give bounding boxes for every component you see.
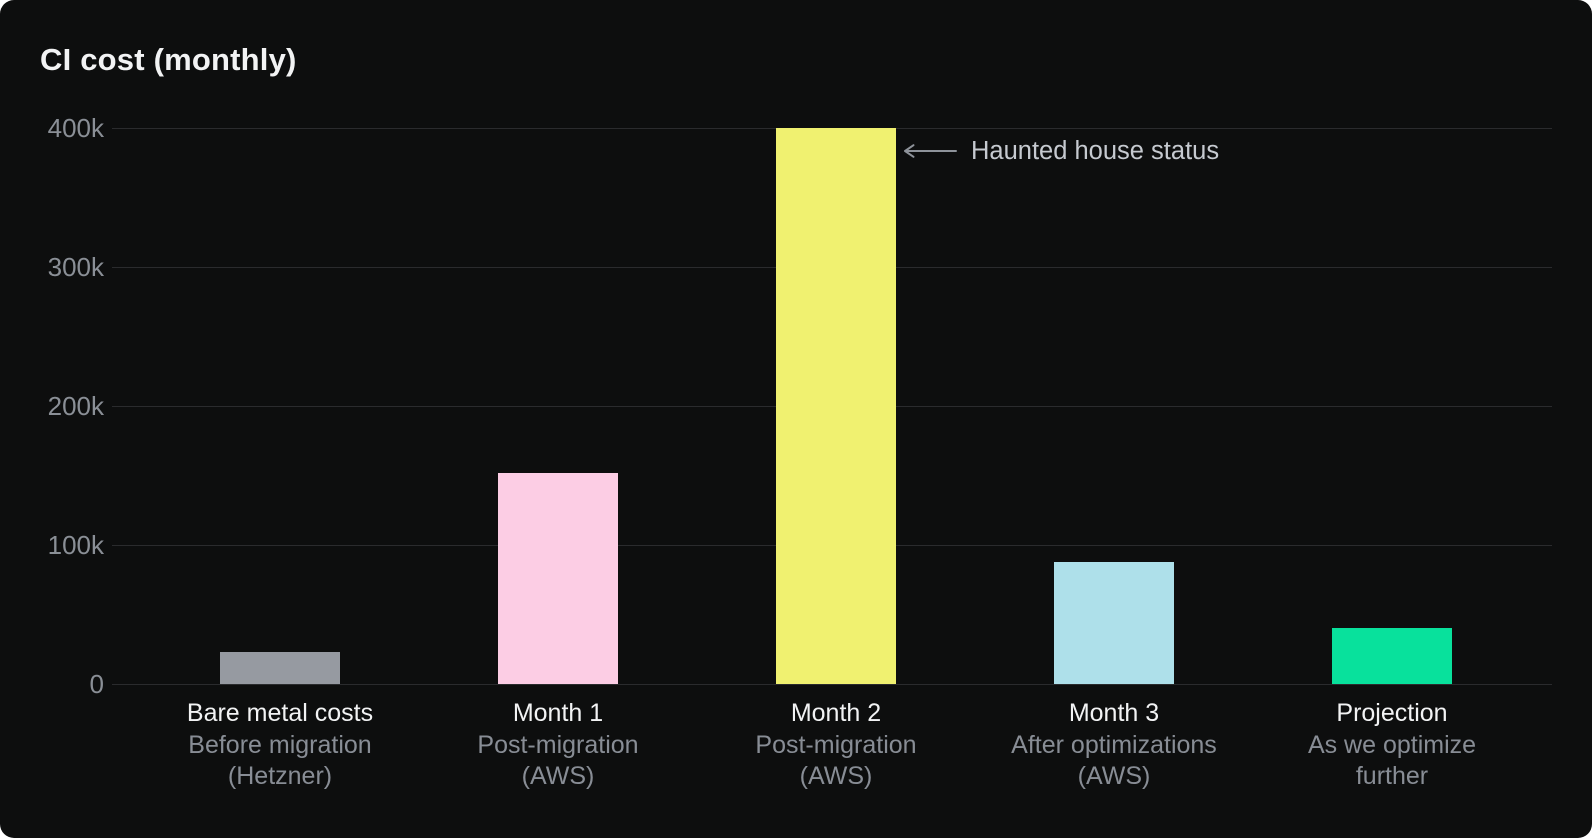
bar-projection: [1332, 628, 1452, 684]
bar-month-1: [498, 473, 618, 684]
y-tick-label-200k: 200k: [47, 391, 104, 421]
x-label-sub: As we optimize: [1307, 730, 1477, 759]
y-tick-label-0: 0: [89, 669, 104, 699]
annotation-text: Haunted house status: [971, 136, 1220, 165]
x-label-projection: Projection As we optimize further: [1252, 698, 1532, 793]
annotation-haunted-house: Haunted house status: [900, 134, 1219, 168]
left-arrow-icon: [900, 141, 958, 161]
x-label-sub: further: [1355, 762, 1429, 790]
x-label-sub: (AWS): [1077, 762, 1151, 790]
bar-month-3: [1054, 562, 1174, 684]
x-label-main: Bare metal costs: [186, 699, 374, 727]
bar-month-2: [776, 128, 896, 684]
x-label-bare-metal-costs: Bare metal costs Before migration (Hetzner…: [140, 698, 420, 793]
x-label-main: Month 1: [512, 699, 604, 727]
x-label-sub: (Hetzner): [227, 762, 333, 790]
x-label-month-3: Month 3 After optimizations (AWS): [974, 698, 1254, 793]
chart-title: CI cost (monthly): [40, 42, 297, 77]
x-label-month-2: Month 2 Post-migration (AWS): [696, 698, 976, 793]
x-label-main: Projection: [1336, 699, 1448, 727]
x-label-sub: Before migration: [188, 730, 372, 759]
x-label-sub: After optimizations: [1011, 730, 1217, 759]
bar-bare-metal-costs: [220, 652, 340, 684]
y-tick-label-100k: 100k: [47, 530, 104, 560]
y-tick-label-400k: 400k: [47, 113, 104, 143]
x-label-sub: (AWS): [521, 762, 595, 790]
x-label-month-1: Month 1 Post-migration (AWS): [418, 698, 698, 793]
x-label-sub: (AWS): [799, 762, 873, 790]
x-label-sub: Post-migration: [477, 730, 639, 759]
gridline-0: [112, 683, 1552, 685]
y-tick-label-300k: 300k: [47, 252, 104, 282]
x-label-main: Month 3: [1068, 699, 1160, 727]
x-label-sub: Post-migration: [755, 730, 917, 759]
x-label-main: Month 2: [790, 699, 882, 727]
